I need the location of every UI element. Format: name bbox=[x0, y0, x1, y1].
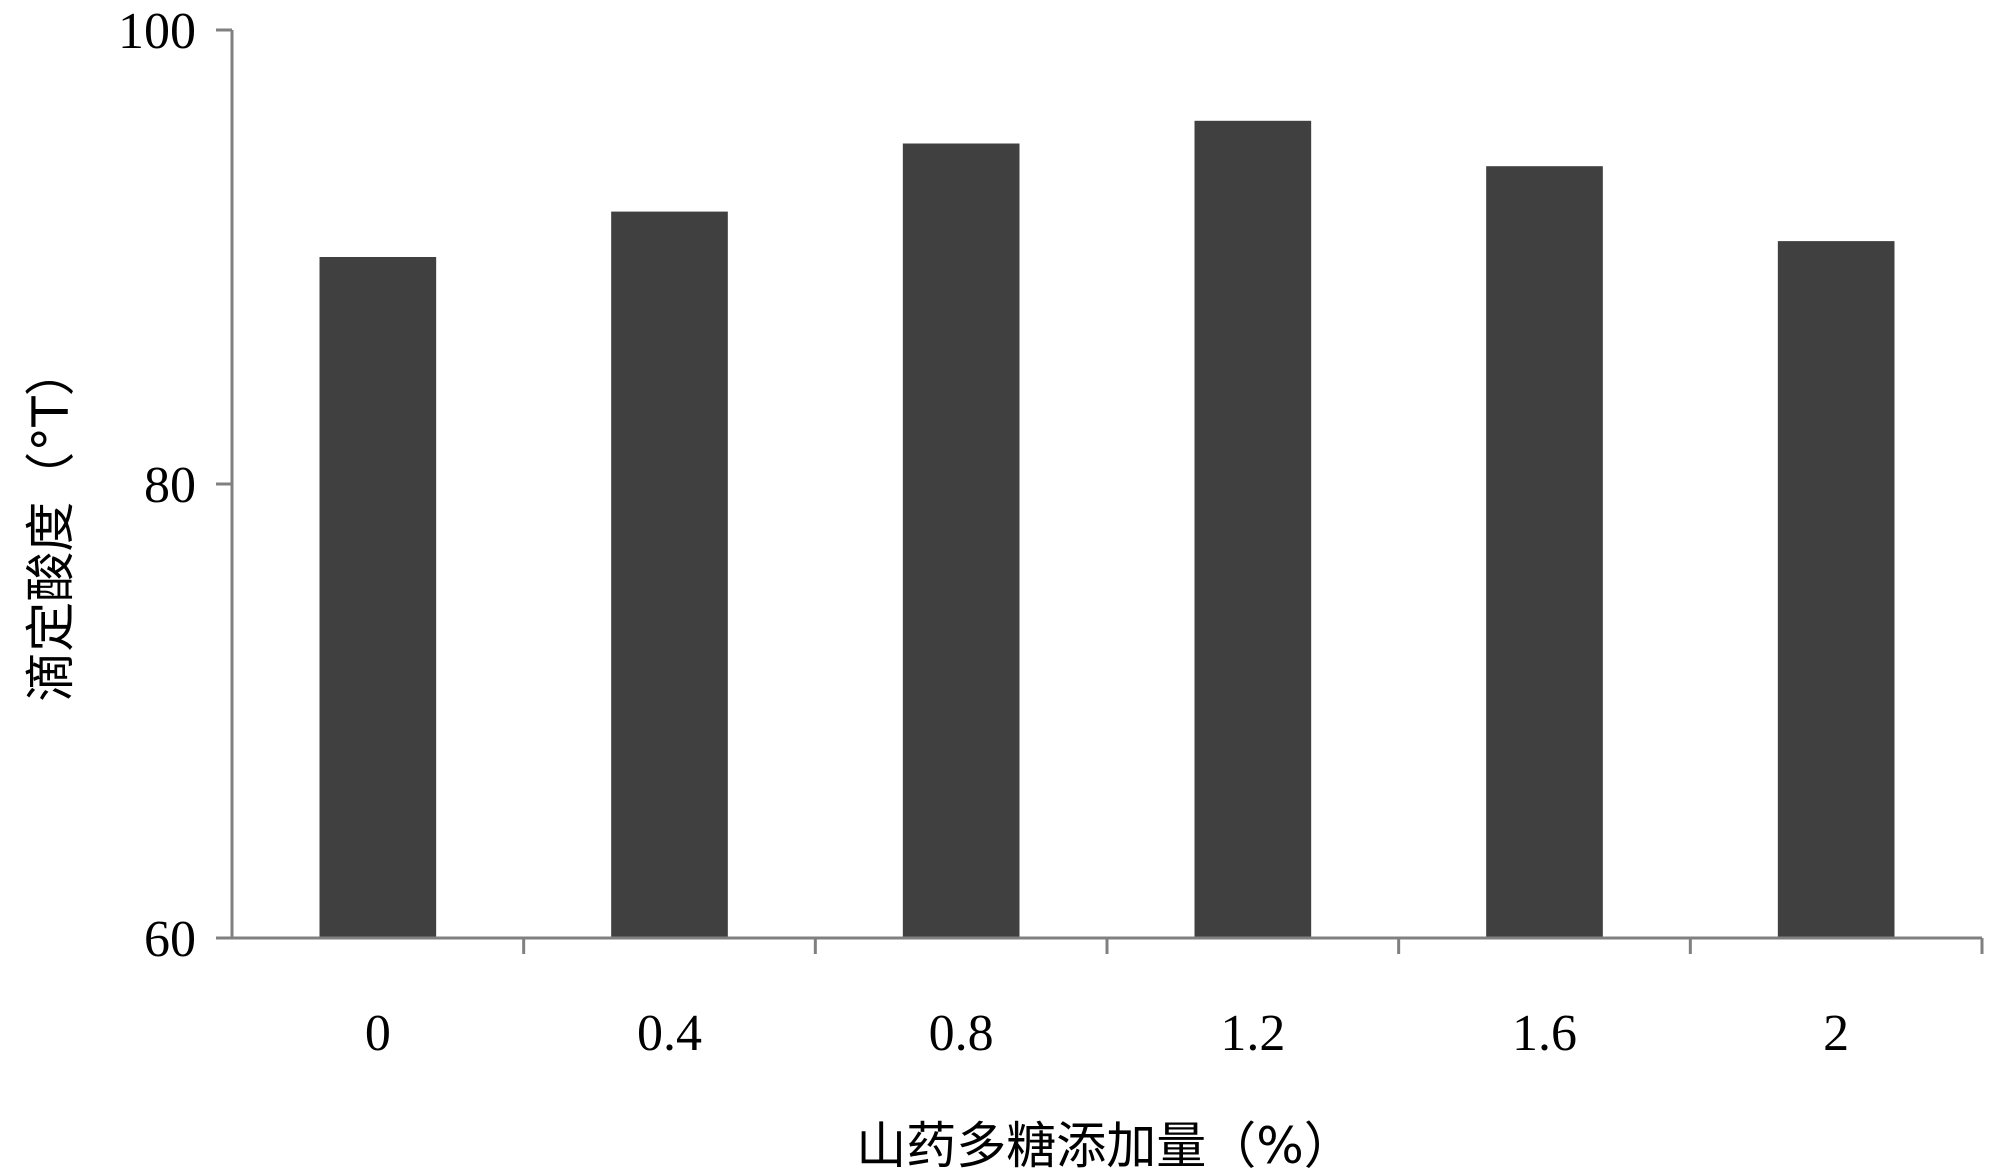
bar-0.8 bbox=[902, 143, 1020, 938]
x-tick-label: 0 bbox=[365, 1005, 391, 1062]
x-tick-label: 0.8 bbox=[929, 1005, 994, 1062]
y-tick-label: 60 bbox=[144, 911, 196, 968]
bar-1.2 bbox=[1194, 120, 1312, 939]
y-axis-title: 滴定酸度（°T） bbox=[22, 346, 80, 702]
x-axis-title: 山药多糖添加量（%） bbox=[856, 1117, 1354, 1169]
bar-0.4 bbox=[611, 211, 728, 939]
bar-0 bbox=[319, 257, 437, 938]
y-tick-label: 100 bbox=[118, 3, 196, 60]
y-ticks-group: 60 80 100 bbox=[118, 3, 232, 968]
x-tick-label: 2 bbox=[1823, 1005, 1849, 1062]
axes-group bbox=[230, 30, 1982, 940]
y-tick-label: 80 bbox=[144, 457, 196, 514]
x-ticks-group: 0 0.4 0.8 1.2 1.6 2 bbox=[365, 938, 1984, 1062]
bar-1.6 bbox=[1486, 166, 1603, 938]
x-tick-label: 0.4 bbox=[637, 1005, 702, 1062]
x-tick-label: 1.6 bbox=[1512, 1005, 1577, 1062]
bar-2 bbox=[1777, 241, 1895, 939]
bars-group bbox=[319, 120, 1895, 939]
x-tick-label: 1.2 bbox=[1220, 1005, 1285, 1062]
